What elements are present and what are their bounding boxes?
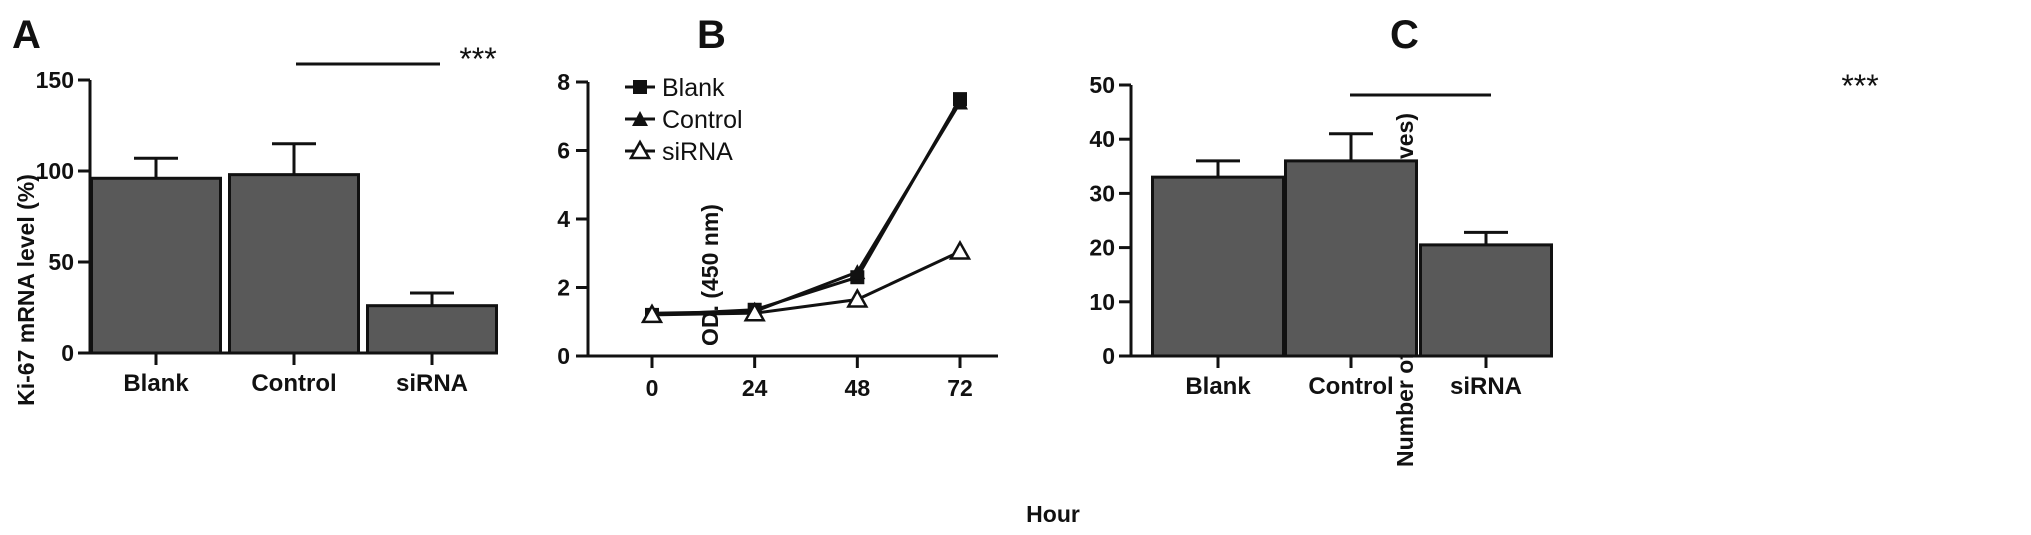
panel-b-point-sirna <box>948 239 972 260</box>
panel-c-significance: *** <box>1841 68 1878 104</box>
panel-b-series-line-sirna <box>651 250 961 317</box>
panel-letter-b: B <box>697 13 726 57</box>
panel-c-y-tick-label: 50 <box>1089 72 1115 98</box>
panel-c: C Number of cells (5 perspectives) *** 0… <box>1089 13 1878 467</box>
panel-c-bar <box>1284 159 1418 358</box>
panel-b-y-tick-label: 2 <box>557 275 570 301</box>
panel-c-y-tick-label: 40 <box>1089 126 1115 152</box>
panel-a-y-tick-label: 50 <box>48 249 74 275</box>
panel-b-point-control <box>952 94 968 110</box>
panel-c-category-label: Blank <box>1185 373 1251 400</box>
panel-c-y-tick-label: 0 <box>1102 343 1115 369</box>
panel-b-y-tick-label: 8 <box>557 69 570 95</box>
panel-a-y-tick-label: 100 <box>36 158 74 184</box>
panel-b-x-tick-label: 72 <box>947 375 973 401</box>
legend-label-blank: Blank <box>662 74 725 102</box>
legend-marker-blank <box>633 80 647 94</box>
panel-b-xlabel: Hour <box>1026 501 1080 527</box>
panel-letter-a: A <box>12 13 41 57</box>
legend-marker-sirna <box>628 139 652 160</box>
panel-a-y-tick-label: 150 <box>36 67 74 93</box>
panel-c-y-tick-label: 10 <box>1089 289 1115 315</box>
panel-b-point-sirna <box>640 303 664 324</box>
panel-a-category-label: Control <box>251 370 336 397</box>
panel-b-ylabel: OD. (450 nm) <box>697 204 723 346</box>
panel-b-point-sirna <box>846 287 869 308</box>
panel-a-ylabel: Ki-67 mRNA level (%) <box>13 174 39 406</box>
panel-letter-c: C <box>1390 13 1419 57</box>
panel-b: B OD. (450 nm) Hour ** BlankControlsiRNA… <box>557 13 1265 527</box>
panel-a-category-label: siRNA <box>396 370 468 397</box>
panel-a-significance: *** <box>459 41 496 77</box>
panel-b-y-tick-label: 6 <box>557 138 570 164</box>
panel-a: A Ki-67 mRNA level (%) *** 0 50 100 150 Blan… <box>12 13 498 406</box>
panel-c-category-label: siRNA <box>1450 373 1522 400</box>
panel-b-point-control <box>849 264 866 280</box>
panel-c-bar <box>1419 243 1553 358</box>
legend-label-sirna: siRNA <box>662 138 733 166</box>
panel-b-x-tick-label: 24 <box>742 375 768 401</box>
panel-b-y-tick-label: 0 <box>557 343 570 369</box>
panel-b-point-sirna <box>743 301 766 322</box>
panel-c-y-tick-label: 20 <box>1089 235 1115 261</box>
panel-b-legend: Blank Control siRNA <box>625 74 743 166</box>
panel-b-y-tick-label: 4 <box>557 206 570 232</box>
panel-b-x-tick-label: 0 <box>646 375 659 401</box>
panel-a-bar <box>366 304 498 355</box>
panel-c-y-tick-label: 30 <box>1089 180 1115 206</box>
panel-a-category-label: Blank <box>123 370 189 397</box>
panel-a-bar <box>90 176 222 355</box>
panel-a-y-tick-label: 0 <box>61 340 74 366</box>
panel-b-series-line-control <box>651 101 962 315</box>
panel-a-bar <box>228 173 360 355</box>
panel-c-category-label: Control <box>1308 373 1393 400</box>
legend-marker-control <box>632 111 648 126</box>
legend-label-control: Control <box>662 106 743 134</box>
panel-b-x-tick-label: 48 <box>845 375 871 401</box>
panel-c-bar <box>1151 175 1285 358</box>
